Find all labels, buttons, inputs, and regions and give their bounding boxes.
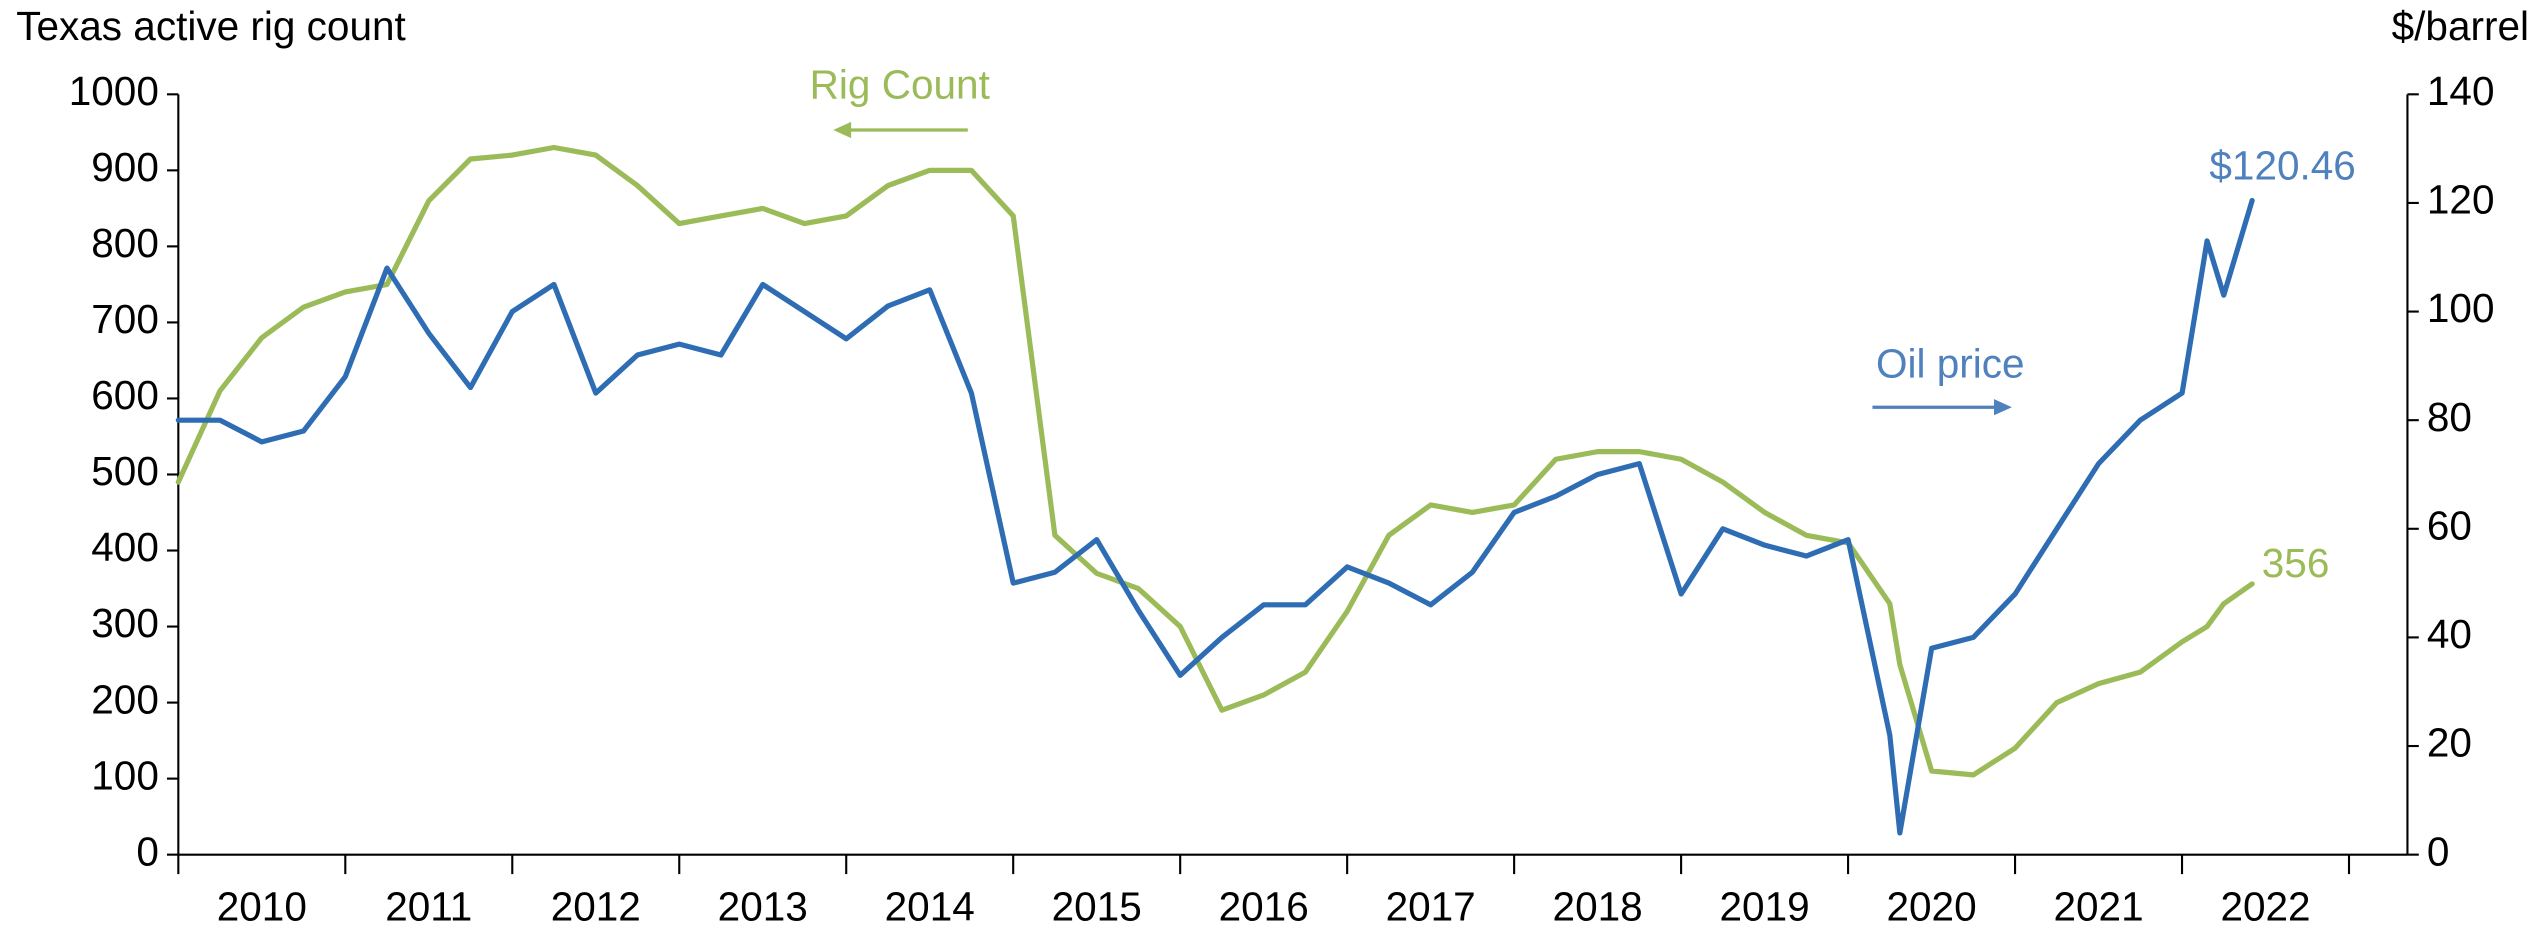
- y-tick-label: 600: [91, 372, 159, 418]
- series-line: [175, 197, 2255, 836]
- oil-last-label: $120.46: [2209, 143, 2355, 189]
- y-tick-label: 700: [91, 296, 159, 342]
- x-tick-label: 2011: [385, 883, 472, 929]
- y2-tick-label: 20: [2427, 720, 2472, 766]
- y-tick-label: 400: [91, 524, 159, 570]
- y-tick-label: 500: [91, 448, 159, 494]
- y-tick-label: 1000: [69, 68, 159, 114]
- x-tick-label: 2010: [217, 883, 307, 929]
- y-tick-label: 800: [91, 220, 159, 266]
- x-tick-label: 2014: [885, 883, 975, 929]
- y2-tick-label: 60: [2427, 502, 2472, 548]
- x-tick-label: 2021: [2053, 883, 2143, 929]
- x-tick-label: 2017: [1386, 883, 1476, 929]
- x-tick-label: 2022: [2220, 883, 2310, 929]
- x-tick-label: 2020: [1886, 883, 1976, 929]
- y-tick-label: 300: [91, 600, 159, 646]
- series-line: [175, 144, 2255, 778]
- y2-tick-label: 0: [2427, 828, 2450, 874]
- x-tick-label: 2018: [1553, 883, 1643, 929]
- y-tick-label: 100: [91, 752, 159, 798]
- x-tick-label: 2012: [551, 883, 641, 929]
- rig-last-label: 356: [2262, 540, 2330, 586]
- rig-arrow: [833, 121, 968, 139]
- y2-tick-label: 80: [2427, 394, 2472, 440]
- y2-tick-label: 100: [2427, 285, 2495, 331]
- oil-annotation: Oil price: [1876, 340, 2025, 386]
- x-tick-label: 2016: [1219, 883, 1309, 929]
- y-tick-label: 200: [91, 676, 159, 722]
- x-tick-label: 2015: [1052, 883, 1142, 929]
- x-tick-label: 2013: [718, 883, 808, 929]
- y-tick-label: 0: [136, 828, 159, 874]
- y2-axis-title: $/barrel: [2392, 3, 2529, 49]
- y-tick-label: 900: [91, 144, 159, 190]
- y2-tick-label: 120: [2427, 177, 2495, 223]
- y-axis-title: Texas active rig count: [16, 3, 406, 49]
- rig-annotation: Rig Count: [810, 62, 990, 108]
- x-tick-label: 2019: [1720, 883, 1810, 929]
- y2-tick-label: 40: [2427, 611, 2472, 657]
- y2-tick-label: 140: [2427, 68, 2495, 114]
- oil-arrow: [1872, 399, 2012, 416]
